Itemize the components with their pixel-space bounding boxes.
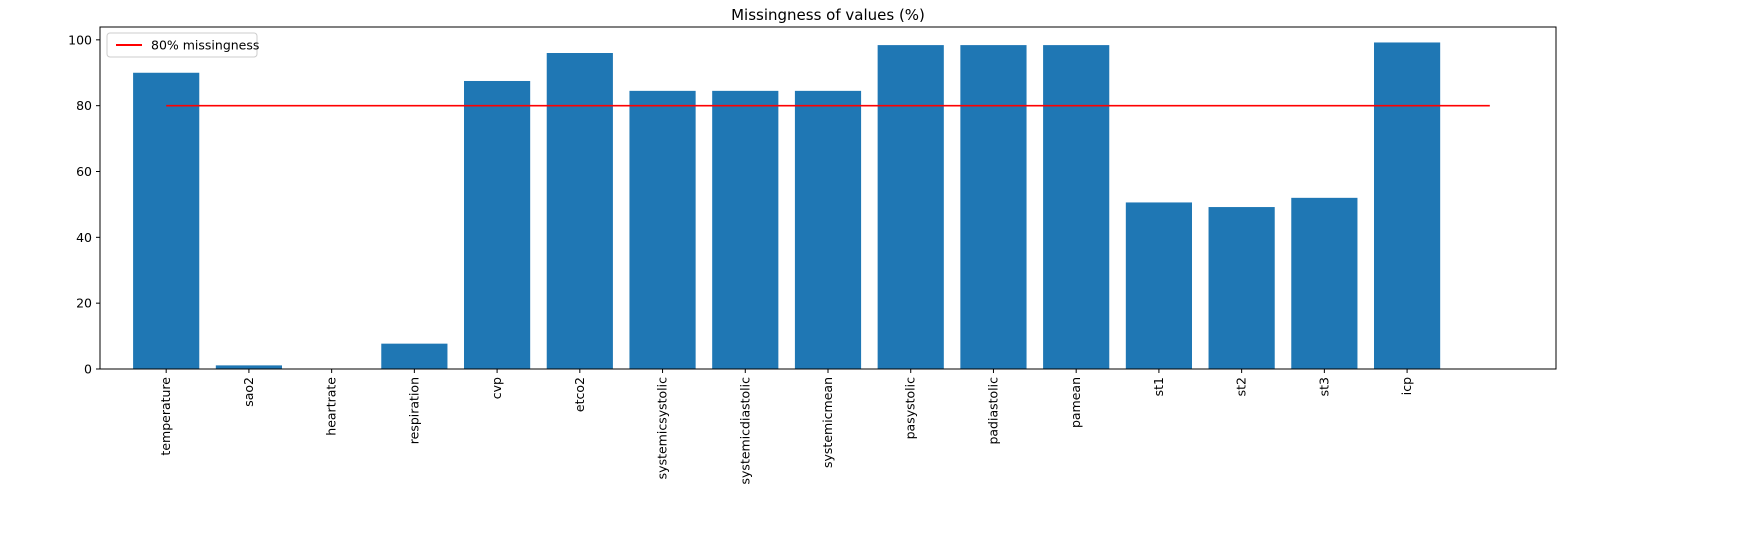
legend: 80% missingness xyxy=(106,32,259,58)
y-tick-label-80: 80 xyxy=(76,98,92,113)
y-tick-label-20: 20 xyxy=(76,296,92,311)
bar-pamean xyxy=(1043,45,1110,370)
plot-frame xyxy=(99,26,1557,370)
bar-st2 xyxy=(1208,207,1275,369)
x-tick-label-etco2: etco2 xyxy=(572,377,587,412)
bar-systemicmean xyxy=(794,90,862,370)
bar-systemicsystolic xyxy=(629,90,696,370)
x-tick-label-st1: st1 xyxy=(1151,377,1166,396)
y-tick-label-40: 40 xyxy=(76,230,92,245)
legend-box xyxy=(106,32,258,58)
bars-group xyxy=(133,42,1441,370)
x-tick-label-sao2: sao2 xyxy=(241,377,256,407)
bar-st3 xyxy=(1291,197,1358,369)
x-tick-label-temperature: temperature xyxy=(158,377,173,456)
y-tick-label-100: 100 xyxy=(68,32,92,47)
x-tick-label-cvp: cvp xyxy=(489,377,504,399)
bar-temperature xyxy=(133,72,200,370)
x-tick-label-st2: st2 xyxy=(1234,377,1249,396)
bar-cvp xyxy=(464,80,531,370)
x-tick-label-padiastolic: padiastolic xyxy=(985,377,1000,445)
y-tick-label-0: 0 xyxy=(84,362,92,377)
bar-icp xyxy=(1374,42,1441,370)
x-tick-label-pamean: pamean xyxy=(1068,377,1083,428)
y-tick-label-60: 60 xyxy=(76,164,92,179)
x-tick-label-pasystolic: pasystolic xyxy=(903,377,918,440)
x-tick-label-systemicsystolic: systemicsystolic xyxy=(655,377,670,479)
bar-systemicdiastolic xyxy=(712,90,779,370)
x-tick-label-systemicmean: systemicmean xyxy=(820,377,835,468)
x-tick-label-systemicdiastolic: systemicdiastolic xyxy=(737,377,752,485)
bar-pasystolic xyxy=(877,45,944,370)
bar-padiastolic xyxy=(960,45,1027,370)
chart-title: Missingness of values (%) xyxy=(731,6,925,24)
y-axis: 0 20 40 60 80 100 xyxy=(68,32,100,377)
x-tick-label-respiration: respiration xyxy=(406,377,421,444)
bar-sao2 xyxy=(215,365,282,369)
bar-st1 xyxy=(1125,202,1192,369)
x-tick-label-heartrate: heartrate xyxy=(324,377,339,436)
x-axis: temperature sao2 heartrate respiration cvp et… xyxy=(158,369,1414,484)
x-tick-label-icp: icp xyxy=(1399,377,1414,395)
legend-label: 80% missingness xyxy=(151,38,259,53)
x-tick-label-st3: st3 xyxy=(1316,377,1331,396)
bar-etco2 xyxy=(546,53,613,370)
bar-respiration xyxy=(381,343,448,369)
